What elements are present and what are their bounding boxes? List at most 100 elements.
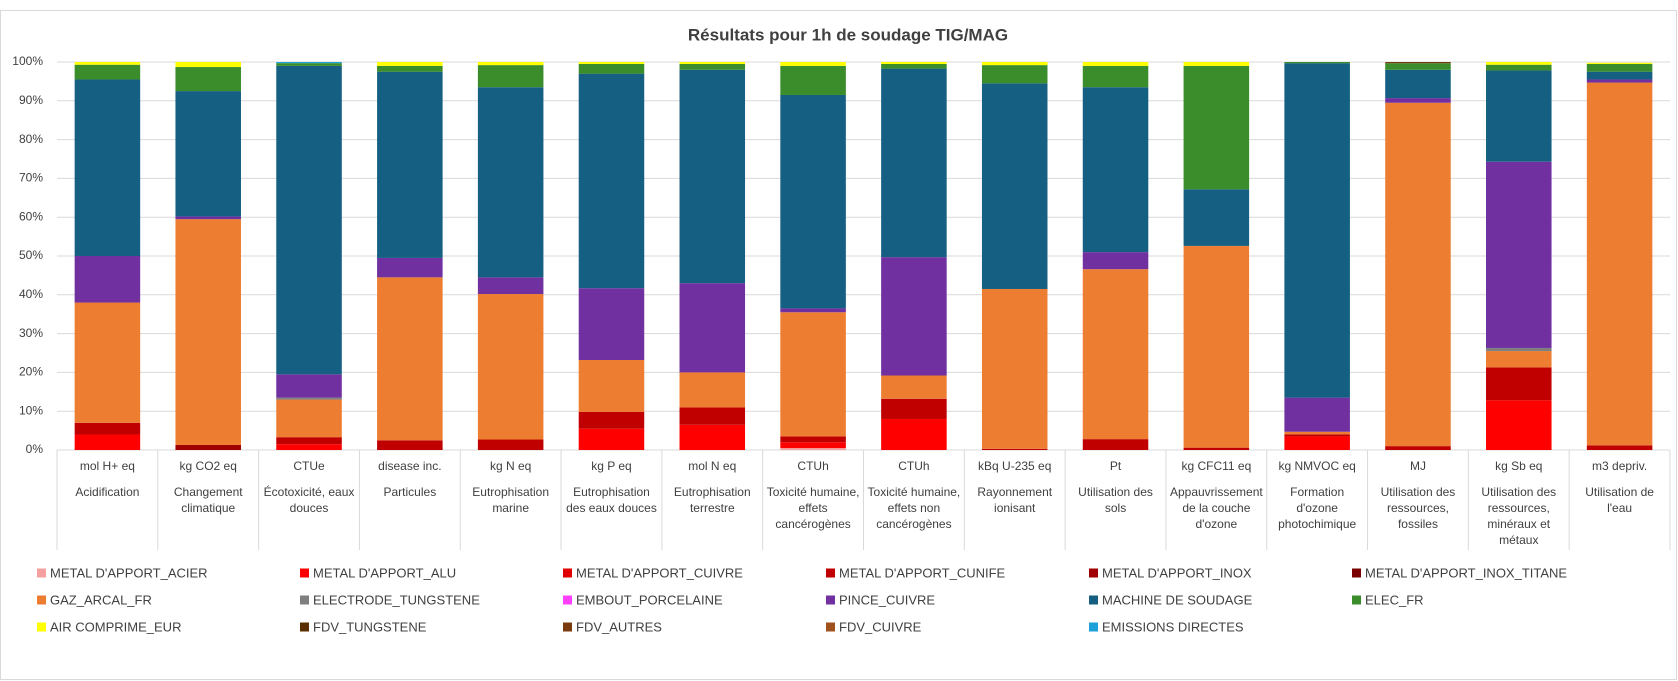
x-tick-label: Écotoxicité, eaux douces	[264, 484, 355, 515]
bar-segment	[1082, 252, 1149, 270]
bar-segment	[578, 288, 645, 360]
bar-segment	[1284, 434, 1350, 437]
bar-segment	[1486, 351, 1552, 368]
bar-segment	[578, 62, 645, 64]
legend-swatch	[300, 595, 309, 605]
bar-segment	[881, 68, 947, 258]
y-tick-label: 10%	[19, 403, 43, 417]
bar-segment	[477, 65, 544, 88]
x-unit-label: disease inc.	[378, 459, 441, 473]
label-line: ionisant	[994, 501, 1036, 515]
bar-segment	[175, 219, 241, 445]
bar-segment	[1183, 447, 1250, 450]
bar-segment	[477, 277, 544, 295]
bar-segment	[1586, 445, 1653, 450]
bar-segment	[1183, 245, 1250, 448]
bar-segment	[1385, 102, 1451, 447]
bar-segment	[881, 62, 947, 64]
x-unit-label: CTUh	[898, 459, 929, 473]
label-line: l'eau	[1607, 501, 1632, 515]
legend-text: METAL D'APPORT_ALU	[313, 565, 456, 580]
x-unit-label: mol H+ eq	[80, 459, 135, 473]
bar-segment	[1082, 439, 1149, 450]
bar-segment	[881, 398, 947, 419]
label-line: marine	[492, 501, 529, 515]
label-line: Appauvrissement	[1170, 485, 1263, 499]
legend-swatch	[826, 568, 835, 578]
legend-swatch	[1352, 595, 1361, 605]
bar-segment	[477, 62, 544, 66]
bar-segment	[780, 448, 846, 450]
bar-segment	[578, 428, 645, 450]
label-line: Rayonnement	[977, 485, 1052, 499]
bar-segment	[881, 375, 947, 399]
x-unit-label: kg NMVOC eq	[1278, 459, 1355, 473]
x-tick-label: Toxicité humaine, effets cancérogènes	[767, 485, 860, 531]
bar-segment	[780, 94, 846, 309]
y-tick-label: 20%	[19, 365, 43, 379]
bar-segment	[377, 71, 443, 258]
label-line: Particules	[384, 485, 437, 499]
legend-text: FDV_TUNGSTENE	[313, 619, 427, 634]
bar-segment	[1385, 62, 1451, 64]
bar-segment	[1183, 189, 1250, 246]
bar-segment	[1183, 65, 1250, 190]
bar-segment	[679, 424, 746, 450]
legend-text: METAL D'APPORT_INOX_TITANE	[1365, 565, 1567, 580]
x-tick-label: Changement climatique	[174, 485, 243, 515]
bar-segment	[1082, 269, 1149, 440]
bar-segment	[74, 302, 141, 423]
bar-segment	[276, 399, 342, 438]
x-tick-label: Formation d'ozone photochimique	[1278, 485, 1356, 531]
bar-segment	[276, 62, 342, 64]
label-line: sols	[1105, 501, 1126, 515]
bar-segment	[377, 65, 443, 72]
label-line: Eutrophisation	[674, 485, 751, 499]
bar-segment	[1082, 87, 1149, 253]
bar-segment	[1586, 71, 1653, 80]
legend-swatch	[300, 622, 309, 632]
bar-segment	[74, 64, 141, 80]
bar-segment	[1284, 63, 1350, 398]
legend-swatch	[1089, 622, 1098, 632]
x-unit-label: CTUe	[293, 459, 325, 473]
x-tick-label: Eutrophisation terrestre	[674, 485, 751, 515]
bar-segment	[1385, 63, 1451, 70]
bar-segment	[1486, 62, 1552, 65]
bar-segment	[679, 69, 746, 284]
y-tick-label: 80%	[19, 132, 43, 146]
bar-segment	[981, 62, 1048, 66]
bar-segment	[881, 418, 947, 450]
bar-segment	[1486, 70, 1552, 162]
bar-segment	[1284, 431, 1350, 435]
legend-text: FDV_CUIVRE	[839, 619, 922, 634]
label-line: Utilisation des	[1381, 485, 1456, 499]
bar-segment	[1586, 82, 1653, 446]
label-line: minéraux et	[1487, 517, 1550, 531]
label-line: Utilisation des	[1078, 485, 1153, 499]
label-line: cancérogènes	[876, 517, 951, 531]
bar-segment	[276, 63, 342, 66]
legend-swatch	[1352, 568, 1361, 578]
bar-segment	[377, 257, 443, 278]
bar-segment	[175, 216, 241, 220]
legend-text: METAL D'APPORT_ACIER	[50, 565, 208, 580]
bar-segment	[276, 444, 342, 450]
label-line: Utilisation de	[1585, 485, 1654, 499]
bar-segment	[1486, 64, 1552, 71]
x-tick-label: Utilisation des ressources, minéraux et mét…	[1481, 485, 1556, 547]
x-unit-label: CTUh	[797, 459, 828, 473]
bar-segment	[276, 374, 342, 398]
x-tick-label: Eutrophisation marine	[472, 485, 549, 515]
bar-segment	[1486, 347, 1552, 352]
bar-segment	[1385, 69, 1451, 99]
bar-segment	[175, 67, 241, 92]
bar-segment	[1385, 98, 1451, 103]
bar-segment	[477, 294, 544, 440]
label-line: fossiles	[1398, 517, 1438, 531]
bar-segment	[780, 65, 846, 95]
bar-segment	[578, 73, 645, 289]
x-unit-label: kg N eq	[490, 459, 531, 473]
bar-segment	[881, 63, 947, 69]
label-line: d'ozone	[1196, 517, 1238, 531]
